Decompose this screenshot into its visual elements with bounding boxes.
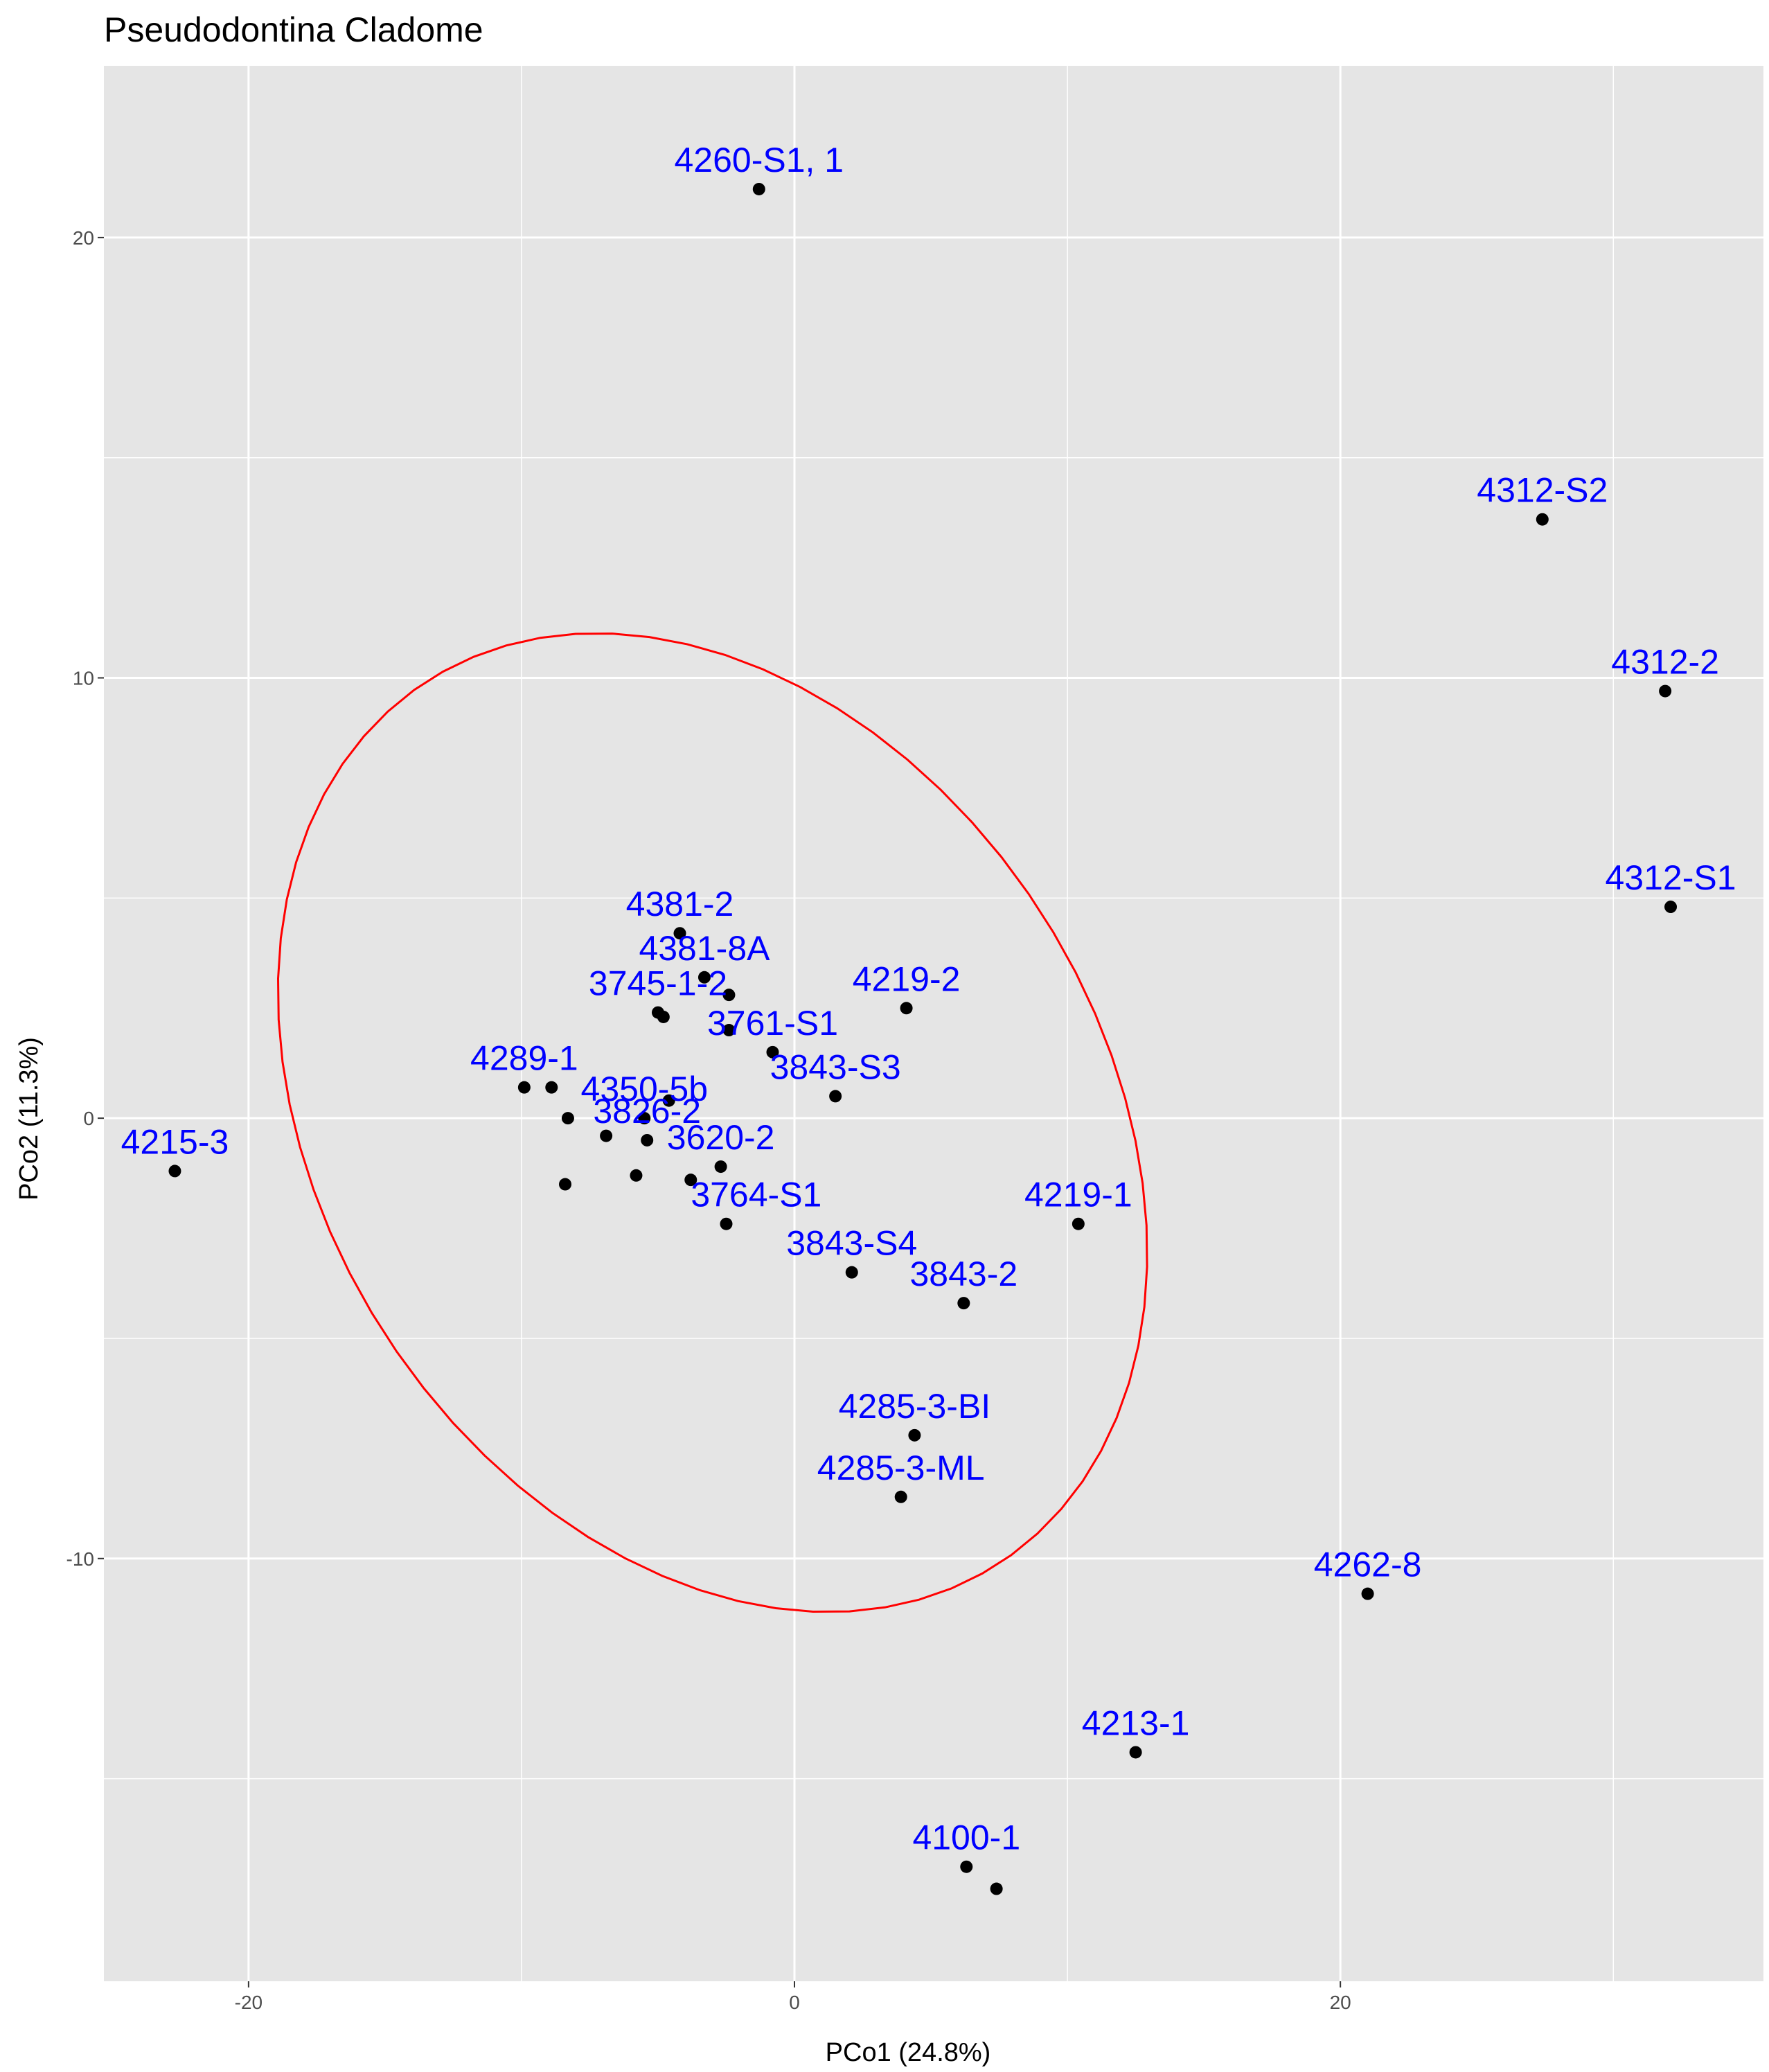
- x-tick-label: 0: [789, 1992, 800, 2013]
- data-point: [1129, 1746, 1142, 1759]
- confidence-ellipse: [276, 632, 1148, 1613]
- data-point: [720, 1217, 733, 1230]
- data-point: [900, 1002, 913, 1015]
- point-label: 4219-2: [853, 959, 961, 998]
- point-label: 3620-2: [667, 1118, 775, 1157]
- data-point: [662, 1094, 675, 1107]
- data-point: [990, 1882, 1003, 1895]
- point-label: 3745-1-2: [589, 964, 727, 1003]
- data-points: [168, 182, 1678, 1895]
- point-label: 4350-5b: [581, 1070, 709, 1108]
- data-point: [1664, 901, 1678, 914]
- x-axis-title: PCo1 (24.8%): [826, 2038, 991, 2067]
- major-gridlines: [104, 66, 1763, 1981]
- point-label: 4312-S1: [1605, 858, 1736, 897]
- point-label: 3764-S1: [691, 1176, 821, 1214]
- data-point: [545, 1081, 558, 1094]
- data-point: [600, 1129, 613, 1142]
- data-point: [638, 1112, 651, 1125]
- point-label: 4312-S2: [1477, 471, 1608, 510]
- data-point: [561, 1112, 574, 1125]
- point-label: 4262-8: [1314, 1546, 1422, 1584]
- point-label: 3761-S1: [707, 1004, 838, 1043]
- point-label: 3826-2: [593, 1092, 701, 1131]
- point-label: 4312-2: [1611, 643, 1719, 682]
- data-point: [722, 989, 736, 1002]
- data-point: [845, 1266, 858, 1279]
- data-point: [684, 1174, 697, 1187]
- data-point: [960, 1860, 973, 1873]
- data-point: [657, 1010, 670, 1023]
- data-point: [766, 1045, 779, 1059]
- data-point: [558, 1178, 571, 1191]
- data-point: [1072, 1217, 1085, 1230]
- data-point: [1536, 513, 1549, 526]
- point-label: 4289-1: [470, 1039, 578, 1078]
- x-tick-label: 20: [1330, 1992, 1351, 2013]
- data-point: [829, 1090, 842, 1103]
- point-labels: 4260-S1, 1 4312-S2 4312-2 4312-S1 4381-2 4381…: [121, 141, 1736, 1857]
- data-point: [957, 1297, 970, 1310]
- point-label: 4381-2: [626, 885, 734, 923]
- data-point: [673, 927, 686, 940]
- data-point: [722, 1024, 736, 1037]
- point-label: 3843-S3: [770, 1047, 901, 1086]
- data-point: [168, 1165, 181, 1178]
- y-axis-title: PCo2 (11.3%): [15, 1037, 44, 1201]
- point-label: 4381-8A: [639, 929, 770, 968]
- data-point: [697, 971, 711, 984]
- data-point: [630, 1169, 643, 1182]
- x-tick-label: -20: [235, 1992, 263, 2013]
- y-tick-label: -10: [66, 1548, 94, 1570]
- data-point: [641, 1133, 654, 1146]
- data-point: [1659, 684, 1672, 698]
- point-label: 4285-3-BI: [839, 1387, 991, 1426]
- minor-gridlines: [104, 66, 1763, 1981]
- y-tick-label: 10: [73, 668, 94, 689]
- point-label: 4213-1: [1082, 1703, 1190, 1742]
- data-point: [1361, 1587, 1374, 1600]
- point-label: 4219-1: [1024, 1176, 1132, 1214]
- y-tick-label: 20: [73, 227, 94, 249]
- point-label: 3843-S4: [786, 1224, 917, 1263]
- point-label: 4285-3-ML: [817, 1449, 985, 1487]
- y-axis: -10 0 10 20: [66, 227, 104, 1570]
- point-label: 3843-2: [909, 1255, 1017, 1293]
- plot-panel: [104, 66, 1763, 1981]
- data-point: [714, 1160, 727, 1174]
- data-point: [908, 1428, 921, 1442]
- point-label: 4100-1: [912, 1818, 1020, 1857]
- data-point: [752, 182, 765, 195]
- chart-title: Pseudodontina Cladome: [104, 10, 483, 49]
- data-point: [894, 1490, 907, 1503]
- x-axis: -20 0 20: [235, 1981, 1351, 2013]
- y-tick-label: 0: [83, 1108, 94, 1129]
- point-label: 4260-S1, 1: [674, 141, 844, 179]
- point-label: 4215-3: [121, 1122, 229, 1161]
- data-point: [517, 1081, 531, 1094]
